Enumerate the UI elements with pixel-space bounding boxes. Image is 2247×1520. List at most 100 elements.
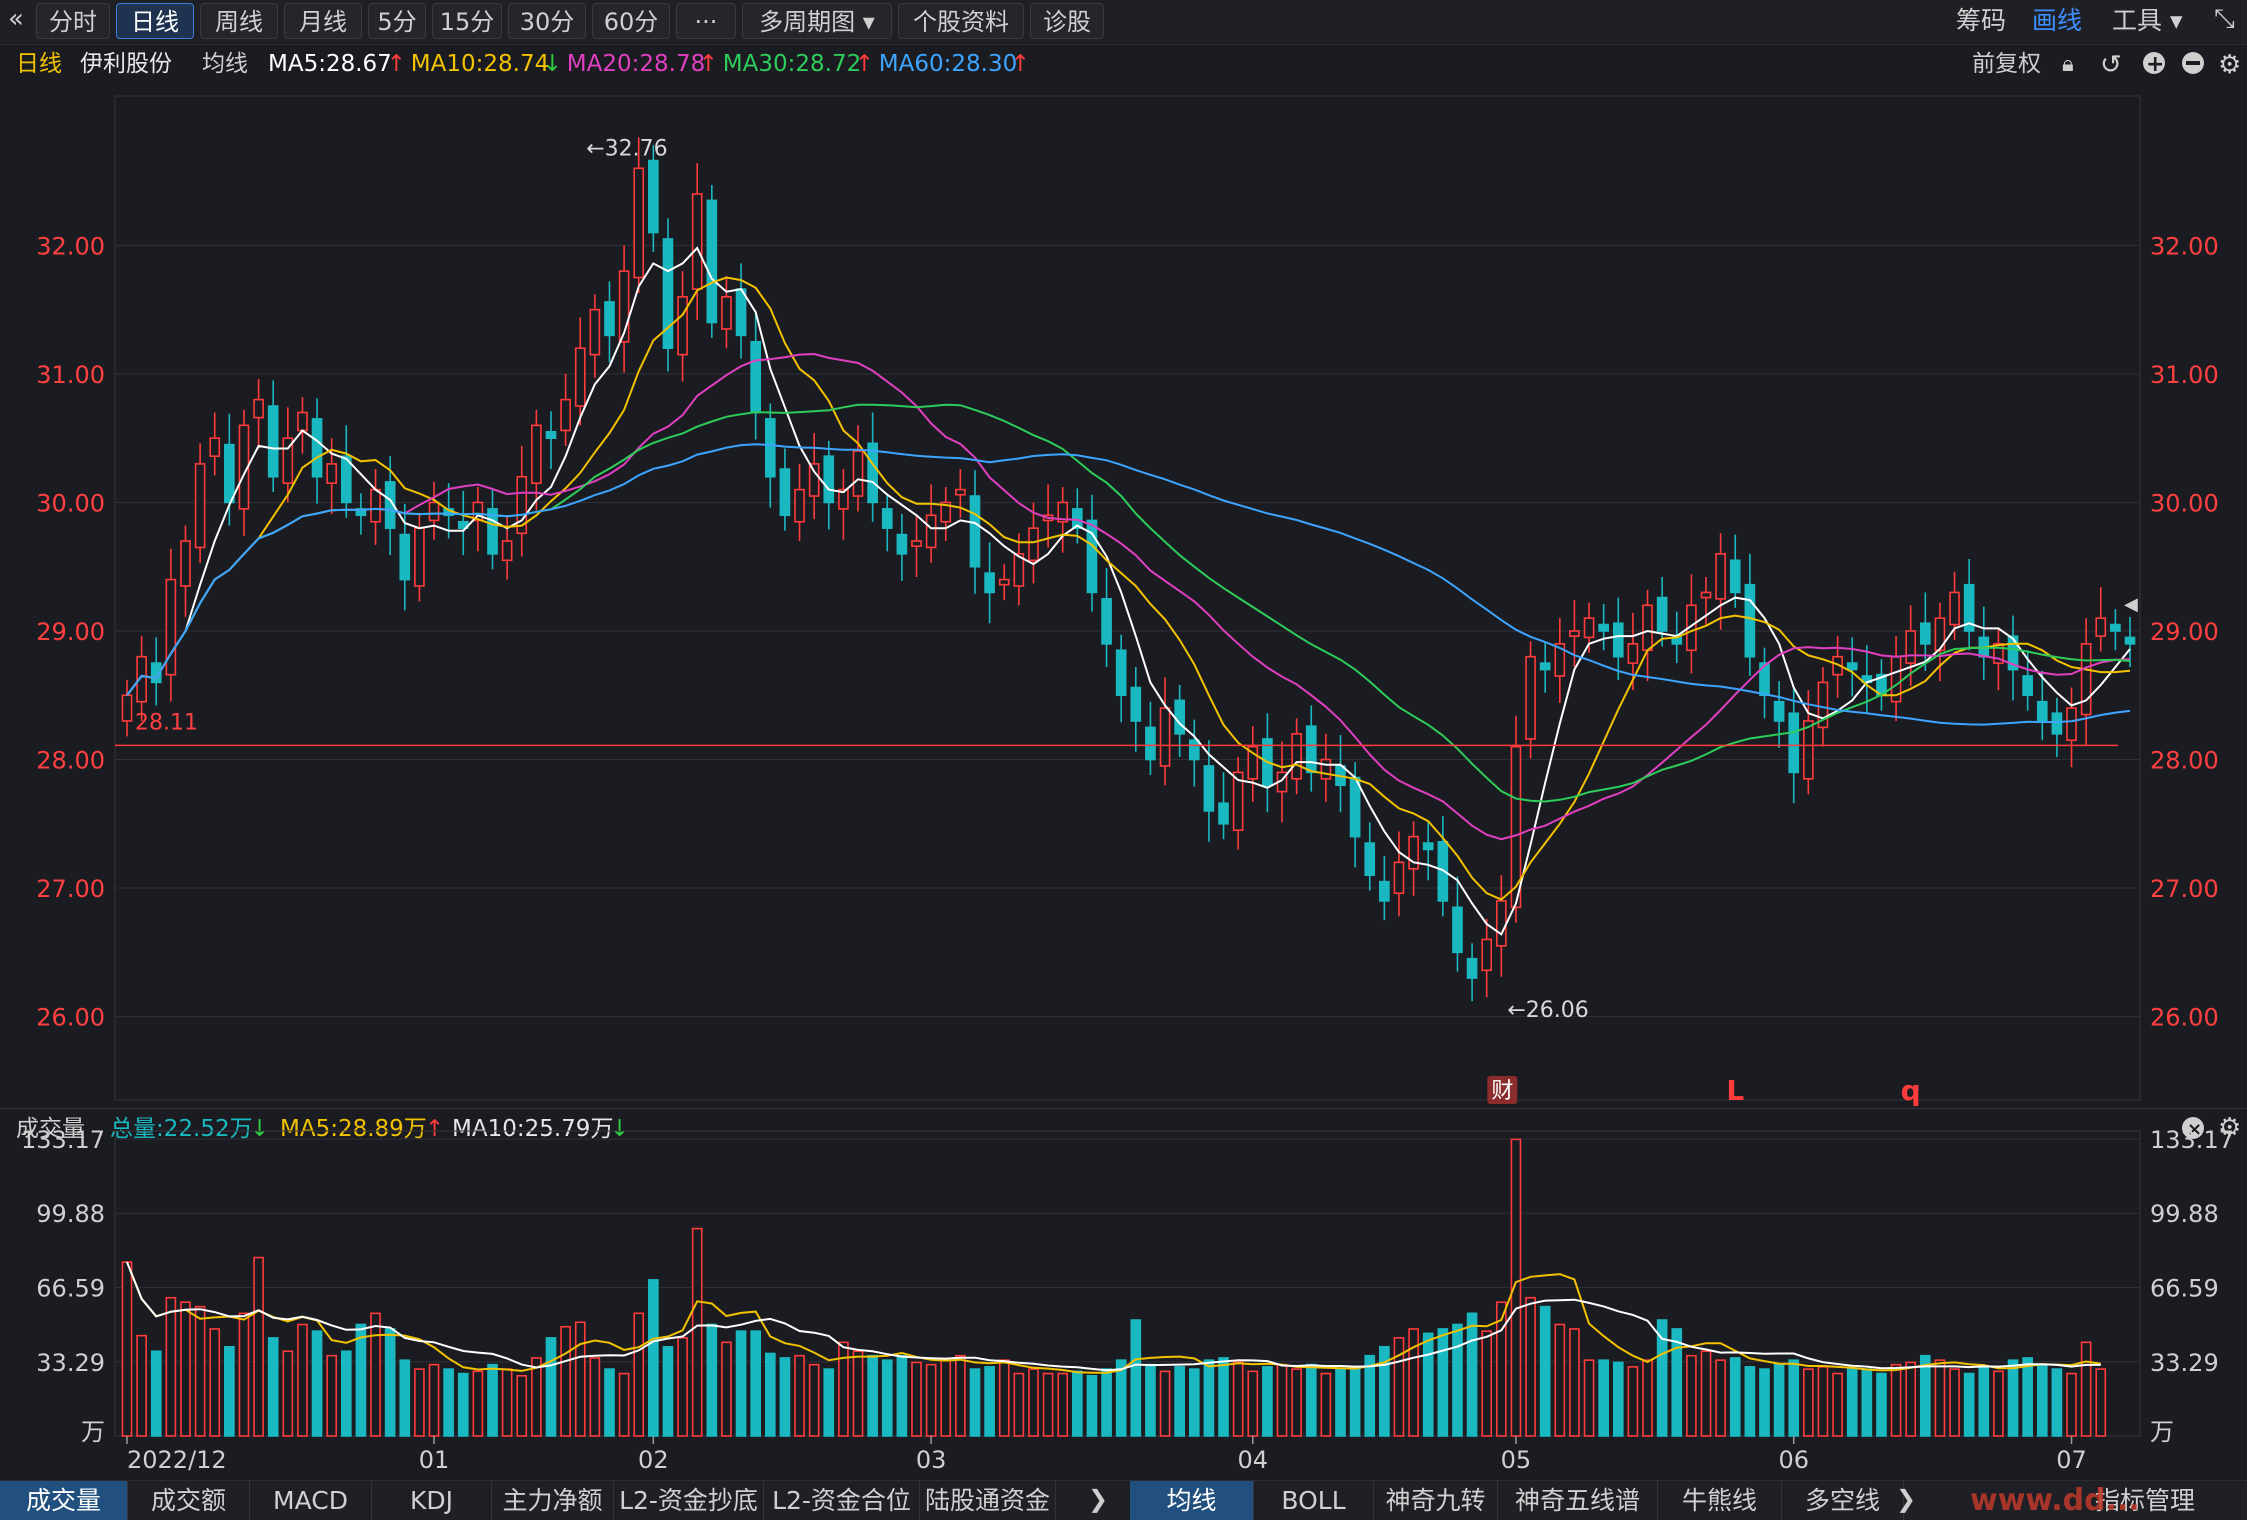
volume-bar xyxy=(1598,1359,1609,1437)
overlay-tab[interactable]: 神奇五线谱 xyxy=(1498,1481,1658,1520)
indicator-tab[interactable]: 成交量 xyxy=(0,1481,128,1520)
period-tab[interactable]: 多周期图 ▾ xyxy=(742,3,892,39)
candle-body xyxy=(794,488,805,523)
volume-bar xyxy=(253,1256,264,1437)
volume-bar xyxy=(1583,1359,1595,1437)
price-pointer-icon: ◀ xyxy=(2124,594,2138,615)
volume-bar xyxy=(2007,1359,2019,1437)
period-tab[interactable]: 月线 xyxy=(284,3,362,39)
price-tick-left: 30.00 xyxy=(36,489,105,517)
indicator-tab[interactable]: 陆股通资金 xyxy=(920,1481,1056,1520)
volume-bar xyxy=(516,1374,528,1437)
volume-bar xyxy=(2036,1363,2048,1437)
chevron-right-icon[interactable]: ❯ xyxy=(1896,1485,1917,1513)
x-tick-label: 05 xyxy=(1501,1446,1532,1474)
period-tab[interactable]: 15分 xyxy=(432,3,502,39)
indicator-tabbar: 成交量 成交额 MACD KDJ 主力净额 L2-资金抄底 L2-资金合位 陆股通资金 ❯ 均… xyxy=(0,1480,2247,1520)
period-tab[interactable]: 30分 xyxy=(508,3,586,39)
volume-ma-line-ma10 xyxy=(126,1261,2101,1372)
high-label: ←32.76 xyxy=(586,137,667,162)
volume-bar xyxy=(867,1354,878,1437)
zoom-in-icon: + xyxy=(2146,52,2164,77)
candle-body xyxy=(180,540,191,587)
candle-body xyxy=(297,411,308,432)
candle-body xyxy=(384,481,396,529)
volume-bar xyxy=(1729,1357,1741,1437)
candle-body xyxy=(1905,630,1917,664)
volume-tick-left: 33.29 xyxy=(36,1349,105,1377)
candle-body xyxy=(574,347,586,407)
price-tick-right: 31.00 xyxy=(2150,361,2219,389)
candle-body xyxy=(1071,508,1083,529)
tools-dropdown[interactable]: 工具 ▾ xyxy=(2112,6,2183,35)
candle-body xyxy=(1291,733,1302,780)
ma-value-2: MA10:28.74 xyxy=(411,51,549,77)
volume-bar xyxy=(1481,1330,1493,1437)
price-panel-frame xyxy=(114,95,2141,1101)
volume-bar xyxy=(940,1359,952,1437)
volume-bar xyxy=(165,1296,177,1437)
chips-button[interactable]: 筹码 xyxy=(1956,6,2007,35)
candle-body xyxy=(896,533,908,555)
volume-tick-left: 133.17 xyxy=(21,1126,105,1154)
candle-body xyxy=(2022,675,2033,697)
candle-body xyxy=(224,443,235,504)
volume-tick-right: 66.59 xyxy=(2150,1274,2219,1302)
candle-body xyxy=(209,437,221,457)
period-tab[interactable]: 60分 xyxy=(592,3,670,39)
event-badge-label: 财 xyxy=(1491,1079,1513,1104)
volume-bar xyxy=(399,1359,411,1437)
volume-bar xyxy=(1495,1301,1507,1437)
period-tab[interactable]: 日线 xyxy=(116,3,194,39)
volume-tick-left: 99.88 xyxy=(36,1200,105,1228)
candle-body xyxy=(2007,635,2019,671)
overlay-tab[interactable]: BOLL xyxy=(1254,1481,1374,1520)
candle-body xyxy=(1466,957,1478,979)
candle-body xyxy=(1364,842,1376,876)
candle-body xyxy=(1773,700,1785,722)
candle-body xyxy=(852,450,864,497)
candle-body xyxy=(1525,655,1536,740)
volume-bar xyxy=(1247,1370,1259,1437)
back-icon[interactable]: « xyxy=(8,4,24,34)
ma-line-ma20 xyxy=(126,352,2131,841)
volume-bar xyxy=(1554,1323,1566,1437)
x-tick-label: 01 xyxy=(419,1446,450,1474)
candle-body xyxy=(1086,519,1098,594)
volume-bar xyxy=(574,1321,586,1437)
kline-chart[interactable]: 日线 伊利股份 均线 MA5:28.67↑ MA10:28.74↓ MA20:28.78↑… xyxy=(0,44,2247,1480)
overlay-tab[interactable]: 牛熊线 xyxy=(1658,1481,1782,1520)
stock-name: 伊利股份 xyxy=(80,51,172,77)
overlay-tab[interactable]: 神奇九转 xyxy=(1374,1481,1498,1520)
period-tab[interactable]: 5分 xyxy=(368,3,426,39)
volume-label: 成交量 xyxy=(16,1116,85,1142)
price-tick-left: 29.00 xyxy=(36,618,105,646)
volume-ma5: MA5:28.89万 xyxy=(280,1116,427,1142)
candle-body xyxy=(428,501,440,522)
indicator-tab[interactable]: L2-资金抄底 xyxy=(614,1481,764,1520)
x-tick-label: 06 xyxy=(1778,1446,1809,1474)
period-tab[interactable]: 分时 xyxy=(36,3,110,39)
indicator-tab[interactable]: MACD xyxy=(250,1481,372,1520)
ma-label: 均线 xyxy=(202,51,248,77)
draw-line-button[interactable]: 画线 xyxy=(2032,6,2083,35)
period-tab[interactable]: 诊股 xyxy=(1030,3,1104,39)
indicator-tab[interactable]: KDJ xyxy=(372,1481,492,1520)
period-tab[interactable]: ··· xyxy=(676,3,736,39)
candle-body xyxy=(560,398,571,432)
volume-bar xyxy=(194,1305,206,1437)
indicator-tab[interactable]: 主力净额 xyxy=(492,1481,614,1520)
candle-body xyxy=(1481,938,1493,972)
indicator-manage-button[interactable]: 指标管理 xyxy=(2094,1486,2195,1515)
collapse-icon[interactable]: ⤡ xyxy=(2214,4,2235,34)
volume-bar xyxy=(2022,1357,2033,1437)
overlay-tab[interactable]: 多空线 xyxy=(1782,1481,1904,1520)
candle-body xyxy=(969,495,981,568)
overlay-tab[interactable]: 均线 xyxy=(1130,1481,1254,1520)
indicator-tab[interactable]: 成交额 xyxy=(128,1481,250,1520)
indicator-tab[interactable]: L2-资金合位 xyxy=(764,1481,920,1520)
chevron-right-icon[interactable]: ❯ xyxy=(1088,1485,1109,1513)
period-tab[interactable]: 个股资料 xyxy=(898,3,1024,39)
volume-bar xyxy=(238,1312,250,1437)
period-tab[interactable]: 周线 xyxy=(200,3,278,39)
